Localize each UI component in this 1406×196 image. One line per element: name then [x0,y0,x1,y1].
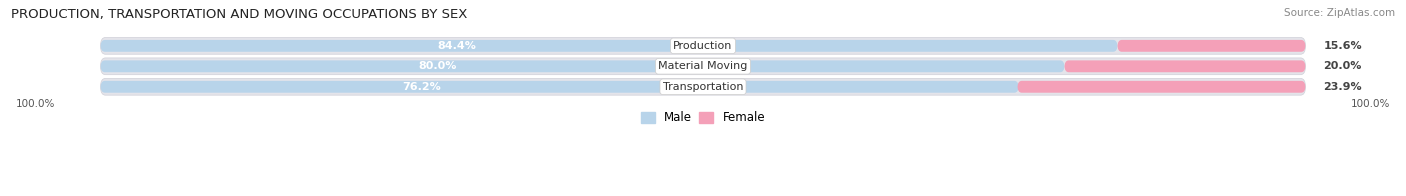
Text: 23.9%: 23.9% [1323,82,1362,92]
Text: 76.2%: 76.2% [402,82,441,92]
FancyBboxPatch shape [1064,60,1305,72]
Text: PRODUCTION, TRANSPORTATION AND MOVING OCCUPATIONS BY SEX: PRODUCTION, TRANSPORTATION AND MOVING OC… [11,8,468,21]
FancyBboxPatch shape [101,81,1019,93]
FancyBboxPatch shape [101,40,1118,52]
Text: 20.0%: 20.0% [1323,61,1362,71]
Text: 80.0%: 80.0% [419,61,457,71]
Legend: Male, Female: Male, Female [636,107,770,129]
Text: 100.0%: 100.0% [1350,99,1389,109]
FancyBboxPatch shape [1018,81,1305,93]
Text: Production: Production [673,41,733,51]
FancyBboxPatch shape [101,37,1305,54]
FancyBboxPatch shape [101,58,1305,75]
Text: 84.4%: 84.4% [437,41,475,51]
Text: Transportation: Transportation [662,82,744,92]
FancyBboxPatch shape [101,60,1064,72]
FancyBboxPatch shape [1118,40,1305,52]
Text: 100.0%: 100.0% [17,99,56,109]
FancyBboxPatch shape [101,78,1305,95]
Text: Material Moving: Material Moving [658,61,748,71]
Text: Source: ZipAtlas.com: Source: ZipAtlas.com [1284,8,1395,18]
Text: 15.6%: 15.6% [1323,41,1362,51]
